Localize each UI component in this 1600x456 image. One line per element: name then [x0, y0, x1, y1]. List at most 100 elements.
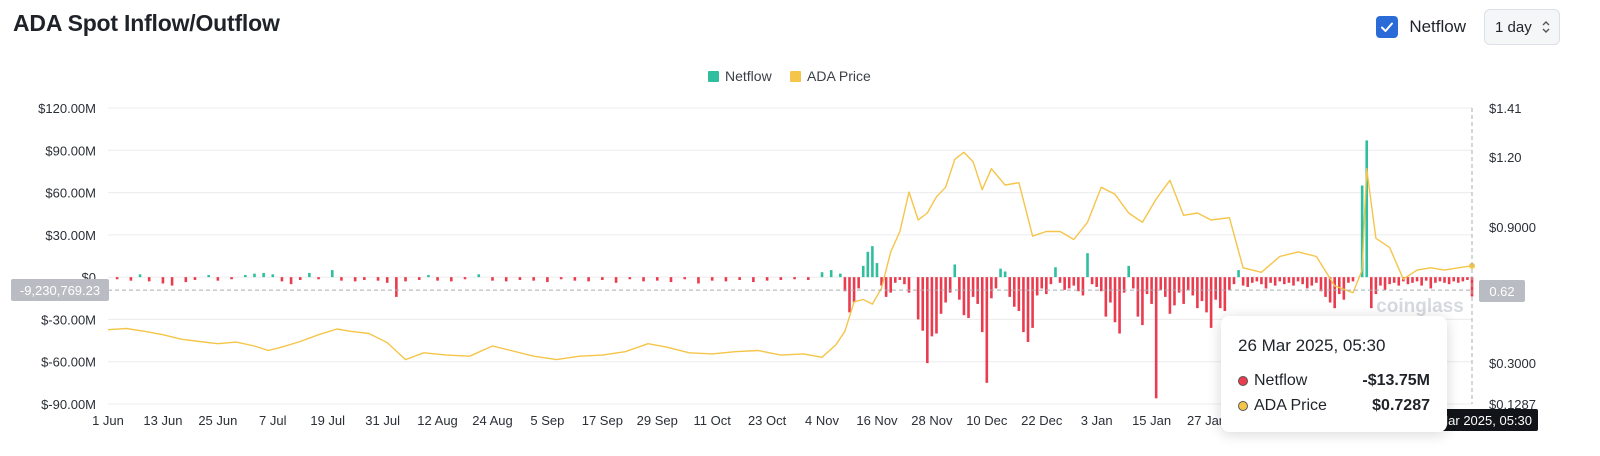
- y-left-tick-label: $-60.00M: [41, 355, 96, 370]
- netflow-bar: [1077, 277, 1080, 292]
- netflow-bar: [170, 277, 174, 286]
- crosshair-left-value: -9,230,769.23: [11, 279, 109, 301]
- netflow-bar: [1324, 277, 1327, 297]
- netflow-bar: [1241, 277, 1245, 286]
- netflow-bar: [1095, 277, 1098, 288]
- netflow-bar: [289, 277, 293, 285]
- x-tick-label: 25 Jun: [198, 413, 237, 428]
- y-right-tick-label: $1.20: [1489, 150, 1522, 165]
- netflow-bar: [298, 277, 302, 280]
- netflow-bar: [1360, 185, 1364, 278]
- netflow-bar: [1415, 277, 1419, 282]
- netflow-bar: [1099, 277, 1103, 292]
- netflow-bar: [532, 277, 535, 281]
- netflow-bar: [1145, 277, 1149, 295]
- netflow-bar: [1067, 277, 1071, 289]
- netflow-bar: [1191, 277, 1195, 296]
- netflow-bar: [147, 277, 151, 282]
- legend-label[interactable]: ADA Price: [807, 68, 871, 84]
- netflow-bar: [1022, 277, 1025, 333]
- netflow-bar: [1045, 277, 1048, 295]
- netflow-bar: [980, 277, 984, 333]
- netflow-bar: [193, 277, 197, 280]
- netflow-bar: [866, 251, 870, 278]
- chevron-updown-icon: [1542, 21, 1550, 33]
- y-right-tick-label: $1.41: [1489, 101, 1522, 116]
- netflow-bar: [1237, 270, 1240, 278]
- x-tick-label: 29 Sep: [637, 413, 678, 428]
- netflow-bar: [642, 277, 645, 282]
- netflow-bar: [1063, 277, 1066, 290]
- netflow-bar: [504, 277, 508, 282]
- netflow-bar: [1411, 277, 1414, 283]
- netflow-bar: [903, 277, 906, 285]
- netflow-bar: [1031, 277, 1034, 328]
- netflow-bar: [1319, 277, 1323, 292]
- netflow-bar: [655, 277, 659, 281]
- x-tick-label: 31 Jul: [365, 413, 400, 428]
- netflow-bar: [962, 277, 966, 316]
- chart-controls: Netflow 1 day: [1376, 9, 1560, 45]
- netflow-bar: [1255, 277, 1259, 282]
- netflow-bar: [1333, 277, 1336, 309]
- netflow-bar: [1456, 277, 1460, 283]
- netflow-bar: [417, 277, 421, 280]
- netflow-bar: [1090, 277, 1094, 285]
- netflow-bar: [893, 277, 897, 283]
- x-tick-label: 22 Dec: [1021, 413, 1063, 428]
- netflow-bar: [1214, 277, 1217, 300]
- x-tick-label: 3 Jan: [1081, 413, 1113, 428]
- netflow-bar: [1104, 277, 1108, 317]
- netflow-bar: [427, 275, 430, 278]
- netflow-bar: [1223, 277, 1227, 311]
- netflow-bar: [1392, 277, 1396, 283]
- netflow-bar: [1012, 277, 1016, 307]
- page-title: ADA Spot Inflow/Outflow: [13, 10, 280, 36]
- netflow-checkbox[interactable]: [1376, 16, 1399, 38]
- hover-tooltip: 26 Mar 2025, 05:30 Netflow -$13.75M ADA …: [1221, 316, 1447, 432]
- y-left-tick-label: $30.00M: [45, 228, 96, 243]
- netflow-bar: [587, 277, 590, 282]
- netflow-bar: [376, 277, 380, 281]
- netflow-bar: [308, 272, 311, 278]
- netflow-bar: [884, 277, 888, 297]
- interval-select[interactable]: 1 day: [1484, 9, 1560, 45]
- netflow-bar: [1315, 277, 1318, 283]
- netflow-bar: [752, 277, 755, 283]
- tooltip-dot-icon: [1238, 400, 1248, 411]
- netflow-bar: [161, 277, 165, 284]
- netflow-bar: [994, 277, 998, 289]
- netflow-bar: [967, 277, 970, 319]
- netflow-bar: [1351, 277, 1355, 282]
- x-tick-label: 19 Jul: [310, 413, 345, 428]
- netflow-bar: [930, 277, 934, 337]
- netflow-bar: [1301, 277, 1304, 285]
- netflow-bar: [353, 277, 357, 282]
- netflow-bar: [1250, 277, 1254, 283]
- x-tick-label: 5 Sep: [530, 413, 564, 428]
- netflow-bar: [1035, 277, 1039, 296]
- netflow-bar: [1072, 277, 1076, 286]
- netflow-bar: [999, 268, 1002, 278]
- legend-swatch: [708, 71, 719, 82]
- netflow-checkbox-label[interactable]: Netflow: [1409, 17, 1466, 36]
- price-line: [107, 151, 1473, 361]
- netflow-bar: [939, 277, 943, 314]
- y-left-tick-label: $60.00M: [45, 186, 96, 201]
- netflow-bar: [340, 277, 343, 281]
- x-tick-label: 7 Jul: [259, 413, 287, 428]
- netflow-bar: [907, 277, 911, 293]
- netflow-bar: [1383, 277, 1387, 290]
- netflow-bar: [1296, 277, 1300, 282]
- netflow-bar: [1228, 277, 1231, 290]
- netflow-bar: [953, 264, 957, 278]
- netflow-bar: [829, 270, 833, 278]
- legend-label[interactable]: Netflow: [725, 68, 773, 84]
- netflow-bars: [115, 140, 1474, 399]
- netflow-bar: [1438, 277, 1442, 282]
- tooltip-row-price: ADA Price $0.7287: [1238, 393, 1430, 418]
- netflow-bar: [1278, 277, 1282, 282]
- netflow-bar: [1081, 277, 1085, 296]
- crosshair-right-value: 0.62: [1479, 280, 1525, 302]
